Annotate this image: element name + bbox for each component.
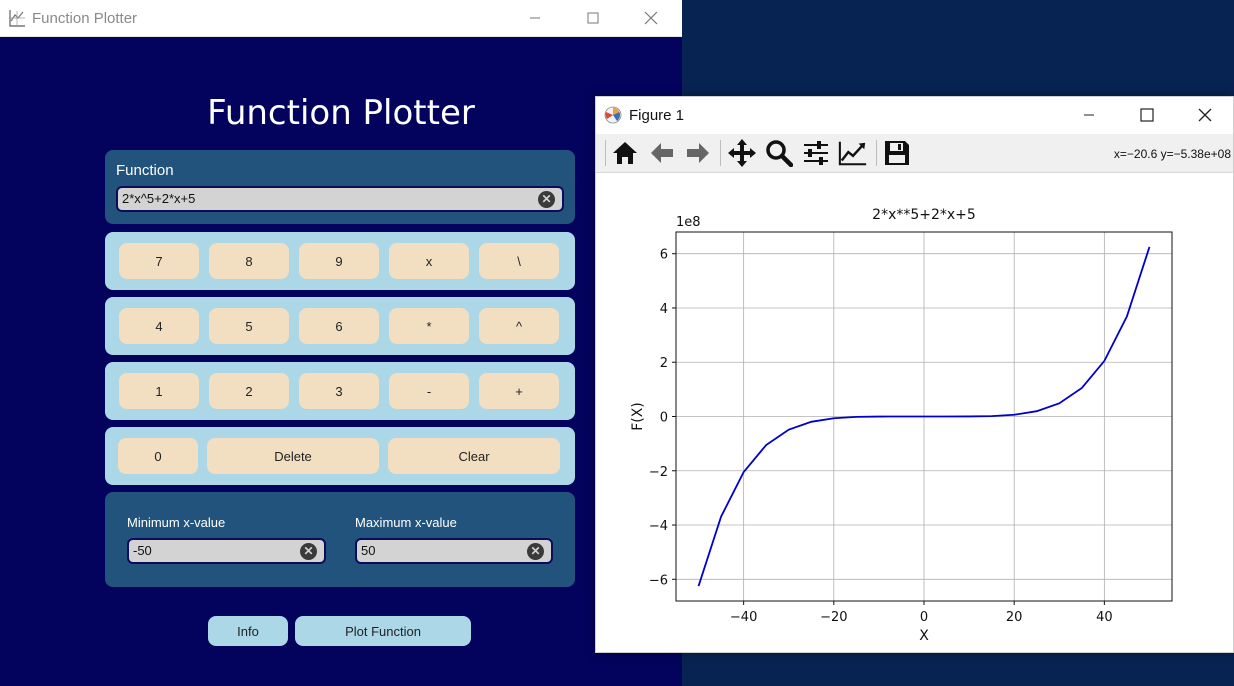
pan-icon [728, 139, 756, 167]
y-tick-label: 4 [660, 302, 668, 317]
y-tick-label: 0 [660, 411, 668, 426]
max-x-input[interactable] [361, 543, 521, 558]
keypad-row-4: 0 Delete Clear [105, 427, 575, 485]
key-2[interactable]: 2 [209, 373, 289, 409]
zoom-button[interactable] [764, 138, 794, 168]
close-button[interactable] [628, 0, 674, 36]
y-tick-label: −6 [649, 573, 668, 588]
clear-button[interactable]: Clear [388, 438, 560, 474]
figure-minimize-button[interactable] [1066, 97, 1112, 133]
configure-icon [804, 141, 828, 165]
back-icon [651, 143, 673, 163]
x-tick-label: −40 [730, 610, 757, 625]
forward-icon [687, 143, 709, 163]
y-tick-label: 6 [660, 248, 668, 263]
maximize-icon [1140, 108, 1154, 122]
maximize-button[interactable] [570, 0, 616, 36]
plot-function-button[interactable]: Plot Function [295, 616, 471, 646]
close-icon [644, 11, 658, 25]
function-panel: Function ✕ [105, 150, 575, 224]
y-tick-label: 2 [660, 356, 668, 371]
save-button[interactable] [882, 138, 912, 168]
series-line [697, 246, 1151, 587]
app-titlebar: Function Plotter [0, 0, 682, 37]
figure-toolbar: x=−20.6 y=−5.38e+08 [596, 134, 1233, 173]
key-4[interactable]: 4 [119, 308, 199, 344]
key-minus[interactable]: - [389, 373, 469, 409]
keypad-row-3: 1 2 3 - + [105, 362, 575, 420]
key-plus[interactable]: + [479, 373, 559, 409]
key-3[interactable]: 3 [299, 373, 379, 409]
save-icon [885, 141, 909, 165]
x-tick-label: −20 [820, 610, 847, 625]
plot-canvas[interactable]: −40 −20 0 20 40−6−4−202462*x**5+2*x+5XF(X)1e… [596, 173, 1233, 652]
info-button[interactable]: Info [208, 616, 288, 646]
key-9[interactable]: 9 [299, 243, 379, 279]
max-x-label: Maximum x-value [355, 515, 457, 530]
configure-subplots-button[interactable] [801, 138, 831, 168]
figure-maximize-button[interactable] [1124, 97, 1170, 133]
x-tick-label: 0 [920, 610, 928, 625]
home-icon [613, 142, 637, 164]
delete-button[interactable]: Delete [207, 438, 379, 474]
figure-close-button[interactable] [1182, 97, 1228, 133]
coordinate-readout: x=−20.6 y=−5.38e+08 [1113, 147, 1231, 161]
key-divide[interactable]: \ [479, 243, 559, 279]
min-x-input[interactable] [133, 543, 293, 558]
key-6[interactable]: 6 [299, 308, 379, 344]
pan-button[interactable] [727, 138, 757, 168]
page-title: Function Plotter [207, 93, 475, 133]
y-tick-label: −4 [649, 519, 668, 534]
toolbar-separator [720, 140, 721, 166]
chart-title: 2*x**5+2*x+5 [872, 207, 976, 223]
clear-min-icon[interactable]: ✕ [300, 543, 317, 560]
home-button[interactable] [610, 138, 640, 168]
function-entry: ✕ [116, 186, 564, 212]
key-8[interactable]: 8 [209, 243, 289, 279]
toolbar-separator [876, 140, 877, 166]
function-label: Function [116, 162, 174, 179]
minimize-icon [530, 17, 540, 19]
figure-titlebar: Figure 1 [596, 97, 1233, 134]
x-tick-label: 40 [1096, 610, 1113, 625]
x-axis-label: X [919, 628, 929, 644]
key-x[interactable]: x [389, 243, 469, 279]
zoom-icon [766, 140, 793, 167]
function-plotter-window: Function Plotter Function Plotter Functi… [0, 0, 682, 686]
close-icon [1198, 108, 1212, 122]
y-offset-text: 1e8 [676, 215, 701, 230]
key-1[interactable]: 1 [119, 373, 199, 409]
key-multiply[interactable]: * [389, 308, 469, 344]
minimize-button[interactable] [512, 0, 558, 36]
matplotlib-icon [604, 106, 622, 124]
key-7[interactable]: 7 [119, 243, 199, 279]
y-axis-label: F(X) [630, 402, 646, 431]
key-power[interactable]: ^ [479, 308, 559, 344]
toolbar-separator [605, 140, 606, 166]
minimize-icon [1084, 114, 1094, 116]
y-tick-label: −2 [649, 465, 668, 480]
edit-axis-icon [838, 141, 867, 166]
figure-window: Figure 1 [595, 96, 1234, 653]
clear-max-icon[interactable]: ✕ [527, 543, 544, 560]
key-0[interactable]: 0 [118, 438, 198, 474]
edit-axis-button[interactable] [838, 138, 868, 168]
function-input[interactable] [122, 191, 532, 206]
forward-button[interactable] [683, 138, 713, 168]
app-window-title: Function Plotter [32, 10, 138, 27]
max-x-entry: ✕ [355, 538, 553, 564]
plot-app-icon [9, 10, 25, 27]
key-5[interactable]: 5 [209, 308, 289, 344]
maximize-icon [587, 12, 599, 24]
range-panel: Minimum x-value Maximum x-value ✕ ✕ [105, 492, 575, 587]
x-tick-label: 20 [1006, 610, 1023, 625]
figure-window-title: Figure 1 [629, 107, 685, 124]
min-x-entry: ✕ [127, 538, 326, 564]
clear-function-icon[interactable]: ✕ [538, 191, 555, 208]
min-x-label: Minimum x-value [127, 515, 226, 530]
back-button[interactable] [647, 138, 677, 168]
keypad-row-2: 4 5 6 * ^ [105, 297, 575, 355]
keypad-row-1: 7 8 9 x \ [105, 232, 575, 290]
